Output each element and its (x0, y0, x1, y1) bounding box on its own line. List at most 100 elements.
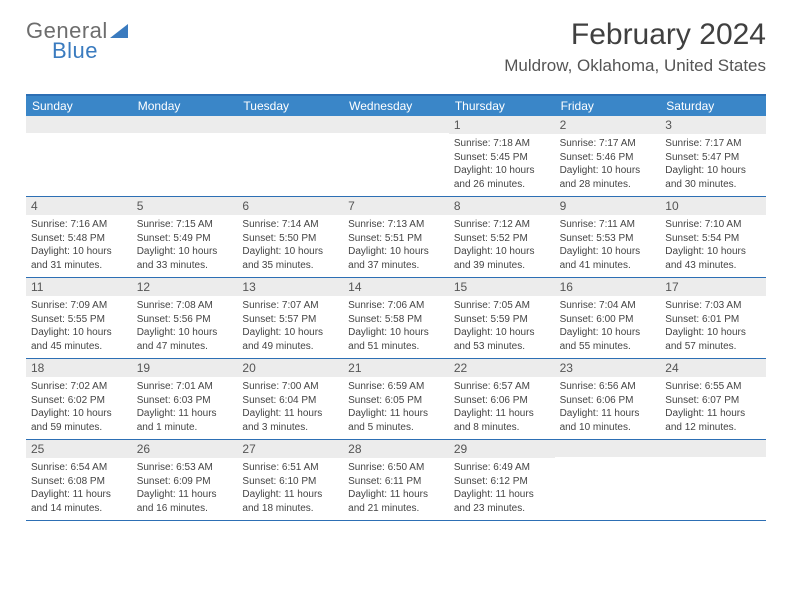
sunset-text: Sunset: 5:47 PM (665, 151, 761, 165)
daylight-text: Daylight: 10 hours and 33 minutes. (137, 245, 233, 272)
sunrise-text: Sunrise: 7:00 AM (242, 380, 338, 394)
day-body: Sunrise: 7:09 AMSunset: 5:55 PMDaylight:… (26, 296, 132, 358)
day-body: Sunrise: 7:15 AMSunset: 5:49 PMDaylight:… (132, 215, 238, 277)
daylight-text: Daylight: 10 hours and 43 minutes. (665, 245, 761, 272)
sunset-text: Sunset: 6:08 PM (31, 475, 127, 489)
sunrise-text: Sunrise: 6:57 AM (454, 380, 550, 394)
sunset-text: Sunset: 6:09 PM (137, 475, 233, 489)
daylight-text: Daylight: 10 hours and 53 minutes. (454, 326, 550, 353)
sunrise-text: Sunrise: 7:03 AM (665, 299, 761, 313)
sunset-text: Sunset: 5:50 PM (242, 232, 338, 246)
daylight-text: Daylight: 10 hours and 26 minutes. (454, 164, 550, 191)
day-number: 27 (237, 440, 343, 458)
day-number: 10 (660, 197, 766, 215)
day-cell: 28Sunrise: 6:50 AMSunset: 6:11 PMDayligh… (343, 440, 449, 520)
sunset-text: Sunset: 6:06 PM (560, 394, 656, 408)
day-number (343, 116, 449, 133)
sunrise-text: Sunrise: 6:56 AM (560, 380, 656, 394)
sunrise-text: Sunrise: 6:59 AM (348, 380, 444, 394)
day-number: 14 (343, 278, 449, 296)
week-row: 18Sunrise: 7:02 AMSunset: 6:02 PMDayligh… (26, 359, 766, 440)
sunset-text: Sunset: 5:53 PM (560, 232, 656, 246)
header: General Blue February 2024 Muldrow, Okla… (26, 18, 766, 76)
day-number (237, 116, 343, 133)
sunrise-text: Sunrise: 7:10 AM (665, 218, 761, 232)
day-body: Sunrise: 6:56 AMSunset: 6:06 PMDaylight:… (555, 377, 661, 439)
day-number: 26 (132, 440, 238, 458)
day-body: Sunrise: 7:03 AMSunset: 6:01 PMDaylight:… (660, 296, 766, 358)
day-number: 5 (132, 197, 238, 215)
day-body: Sunrise: 7:04 AMSunset: 6:00 PMDaylight:… (555, 296, 661, 358)
day-cell: 15Sunrise: 7:05 AMSunset: 5:59 PMDayligh… (449, 278, 555, 358)
daylight-text: Daylight: 11 hours and 18 minutes. (242, 488, 338, 515)
day-number: 3 (660, 116, 766, 134)
day-number (26, 116, 132, 133)
calendar: SundayMondayTuesdayWednesdayThursdayFrid… (26, 94, 766, 521)
day-number: 25 (26, 440, 132, 458)
day-cell: 18Sunrise: 7:02 AMSunset: 6:02 PMDayligh… (26, 359, 132, 439)
day-cell: 19Sunrise: 7:01 AMSunset: 6:03 PMDayligh… (132, 359, 238, 439)
day-cell (555, 440, 661, 520)
sunrise-text: Sunrise: 7:01 AM (137, 380, 233, 394)
day-cell (343, 116, 449, 196)
day-number: 9 (555, 197, 661, 215)
sunset-text: Sunset: 5:56 PM (137, 313, 233, 327)
sunset-text: Sunset: 6:06 PM (454, 394, 550, 408)
daylight-text: Daylight: 10 hours and 59 minutes. (31, 407, 127, 434)
daylight-text: Daylight: 11 hours and 12 minutes. (665, 407, 761, 434)
logo-text-blue: Blue (52, 38, 98, 64)
day-number (132, 116, 238, 133)
sunset-text: Sunset: 5:52 PM (454, 232, 550, 246)
day-cell: 29Sunrise: 6:49 AMSunset: 6:12 PMDayligh… (449, 440, 555, 520)
sunrise-text: Sunrise: 6:51 AM (242, 461, 338, 475)
sunrise-text: Sunrise: 7:13 AM (348, 218, 444, 232)
day-body: Sunrise: 7:17 AMSunset: 5:46 PMDaylight:… (555, 134, 661, 196)
day-cell (237, 116, 343, 196)
location-text: Muldrow, Oklahoma, United States (504, 56, 766, 76)
day-cell: 20Sunrise: 7:00 AMSunset: 6:04 PMDayligh… (237, 359, 343, 439)
logo: General Blue (26, 18, 128, 44)
sunrise-text: Sunrise: 7:12 AM (454, 218, 550, 232)
day-cell: 22Sunrise: 6:57 AMSunset: 6:06 PMDayligh… (449, 359, 555, 439)
daylight-text: Daylight: 10 hours and 57 minutes. (665, 326, 761, 353)
sunset-text: Sunset: 6:01 PM (665, 313, 761, 327)
day-number: 19 (132, 359, 238, 377)
sunset-text: Sunset: 5:45 PM (454, 151, 550, 165)
day-cell: 11Sunrise: 7:09 AMSunset: 5:55 PMDayligh… (26, 278, 132, 358)
day-number: 15 (449, 278, 555, 296)
sunset-text: Sunset: 5:46 PM (560, 151, 656, 165)
day-cell: 6Sunrise: 7:14 AMSunset: 5:50 PMDaylight… (237, 197, 343, 277)
day-cell: 25Sunrise: 6:54 AMSunset: 6:08 PMDayligh… (26, 440, 132, 520)
day-body: Sunrise: 7:00 AMSunset: 6:04 PMDaylight:… (237, 377, 343, 439)
sunrise-text: Sunrise: 6:54 AM (31, 461, 127, 475)
day-number: 17 (660, 278, 766, 296)
day-cell: 26Sunrise: 6:53 AMSunset: 6:09 PMDayligh… (132, 440, 238, 520)
day-number: 12 (132, 278, 238, 296)
day-cell: 5Sunrise: 7:15 AMSunset: 5:49 PMDaylight… (132, 197, 238, 277)
sunset-text: Sunset: 6:10 PM (242, 475, 338, 489)
day-body: Sunrise: 6:49 AMSunset: 6:12 PMDaylight:… (449, 458, 555, 520)
day-cell: 4Sunrise: 7:16 AMSunset: 5:48 PMDaylight… (26, 197, 132, 277)
day-number: 11 (26, 278, 132, 296)
sunrise-text: Sunrise: 7:15 AM (137, 218, 233, 232)
sunrise-text: Sunrise: 7:02 AM (31, 380, 127, 394)
daylight-text: Daylight: 10 hours and 41 minutes. (560, 245, 656, 272)
sunrise-text: Sunrise: 7:07 AM (242, 299, 338, 313)
dow-cell: Tuesday (237, 96, 343, 116)
sunset-text: Sunset: 5:58 PM (348, 313, 444, 327)
title-block: February 2024 Muldrow, Oklahoma, United … (504, 18, 766, 76)
day-number: 7 (343, 197, 449, 215)
daylight-text: Daylight: 11 hours and 5 minutes. (348, 407, 444, 434)
sunrise-text: Sunrise: 7:17 AM (560, 137, 656, 151)
day-cell: 21Sunrise: 6:59 AMSunset: 6:05 PMDayligh… (343, 359, 449, 439)
sunrise-text: Sunrise: 7:11 AM (560, 218, 656, 232)
daylight-text: Daylight: 11 hours and 21 minutes. (348, 488, 444, 515)
day-number: 29 (449, 440, 555, 458)
week-row: 4Sunrise: 7:16 AMSunset: 5:48 PMDaylight… (26, 197, 766, 278)
day-cell: 10Sunrise: 7:10 AMSunset: 5:54 PMDayligh… (660, 197, 766, 277)
sunset-text: Sunset: 6:05 PM (348, 394, 444, 408)
daylight-text: Daylight: 11 hours and 8 minutes. (454, 407, 550, 434)
sunrise-text: Sunrise: 6:53 AM (137, 461, 233, 475)
day-number: 4 (26, 197, 132, 215)
daylight-text: Daylight: 10 hours and 51 minutes. (348, 326, 444, 353)
